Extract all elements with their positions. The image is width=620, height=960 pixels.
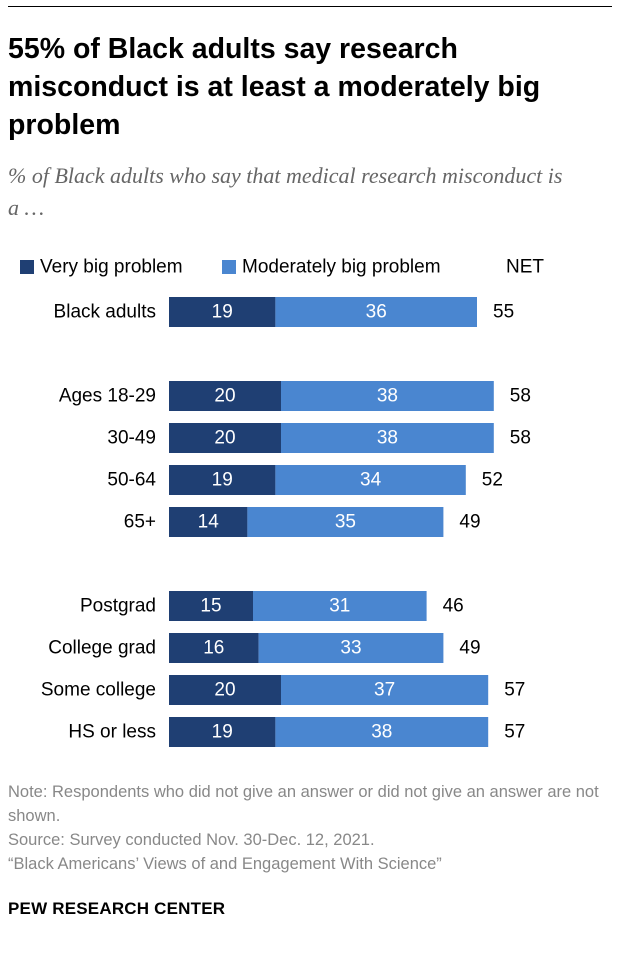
value-label-very-big: 19 — [212, 302, 233, 323]
net-value-label: 55 — [493, 302, 514, 323]
category-label: Black adults — [54, 302, 156, 323]
value-label-very-big: 20 — [214, 680, 235, 701]
value-label-very-big: 16 — [203, 638, 224, 659]
bar-very-big — [169, 381, 281, 411]
value-label-very-big: 19 — [212, 722, 233, 743]
bar-moderately-big — [281, 423, 494, 453]
category-label: Ages 18-29 — [59, 386, 156, 407]
bar-moderately-big — [275, 465, 466, 495]
bar-moderately-big — [247, 507, 444, 537]
net-value-label: 52 — [482, 470, 503, 491]
category-label: Some college — [41, 680, 156, 701]
top-rule — [8, 6, 612, 7]
bar-very-big — [169, 675, 281, 705]
legend-swatch-very-big — [20, 260, 34, 274]
bar-very-big — [169, 507, 248, 537]
value-label-moderately-big: 31 — [329, 596, 350, 617]
value-label-very-big: 20 — [214, 428, 235, 449]
category-label: 30-49 — [107, 428, 156, 449]
legend-label-very-big: Very big problem — [40, 257, 183, 278]
bar-moderately-big — [275, 717, 489, 747]
bar-very-big — [169, 423, 281, 453]
category-label: Postgrad — [80, 596, 156, 617]
bar-moderately-big — [275, 297, 477, 327]
value-label-moderately-big: 37 — [374, 680, 395, 701]
bar-very-big — [169, 465, 276, 495]
bar-very-big — [169, 591, 253, 621]
net-value-label: 49 — [459, 512, 480, 533]
net-value-label: 57 — [504, 680, 525, 701]
chart-subtitle: % of Black adults who say that medical r… — [8, 163, 563, 220]
value-label-moderately-big: 38 — [377, 428, 398, 449]
category-label: College grad — [48, 638, 156, 659]
bar-moderately-big — [281, 381, 494, 411]
bar-very-big — [169, 633, 259, 663]
category-label: HS or less — [68, 722, 156, 743]
footer-notes: Note: Respondents who did not give an an… — [8, 780, 608, 876]
category-label: 65+ — [124, 512, 156, 533]
category-label: 50-64 — [107, 470, 156, 491]
stacked-bar-chart: Very big problem Moderately big problem NE… — [20, 257, 544, 747]
net-header: NET — [506, 257, 544, 278]
bar-moderately-big — [281, 675, 489, 705]
net-value-label: 49 — [459, 638, 480, 659]
value-label-moderately-big: 38 — [377, 386, 398, 407]
net-value-label: 58 — [510, 428, 531, 449]
net-value-label: 58 — [510, 386, 531, 407]
net-value-label: 46 — [443, 596, 464, 617]
bar-moderately-big — [253, 591, 427, 621]
value-label-moderately-big: 33 — [340, 638, 361, 659]
legend-swatch-moderately-big — [222, 260, 236, 274]
value-label-very-big: 20 — [214, 386, 235, 407]
brand-logo-text: PEW RESEARCH CENTER — [8, 899, 226, 918]
bar-very-big — [169, 297, 276, 327]
value-label-very-big: 14 — [198, 512, 220, 533]
net-value-label: 57 — [504, 722, 525, 743]
source-text: Source: Survey conducted Nov. 30-Dec. 12… — [8, 831, 375, 849]
value-label-very-big: 15 — [200, 596, 221, 617]
value-label-moderately-big: 34 — [360, 470, 382, 491]
value-label-moderately-big: 35 — [335, 512, 356, 533]
value-label-very-big: 19 — [212, 470, 233, 491]
bar-moderately-big — [258, 633, 444, 663]
report-title: “Black Americans’ Views of and Engagemen… — [8, 855, 442, 873]
value-label-moderately-big: 36 — [366, 302, 387, 323]
chart-title: 55% of Black adults say research miscond… — [8, 33, 541, 141]
bar-very-big — [169, 717, 276, 747]
value-label-moderately-big: 38 — [371, 722, 392, 743]
note-text: Note: Respondents who did not give an an… — [8, 783, 599, 825]
legend-label-moderately-big: Moderately big problem — [242, 257, 441, 278]
